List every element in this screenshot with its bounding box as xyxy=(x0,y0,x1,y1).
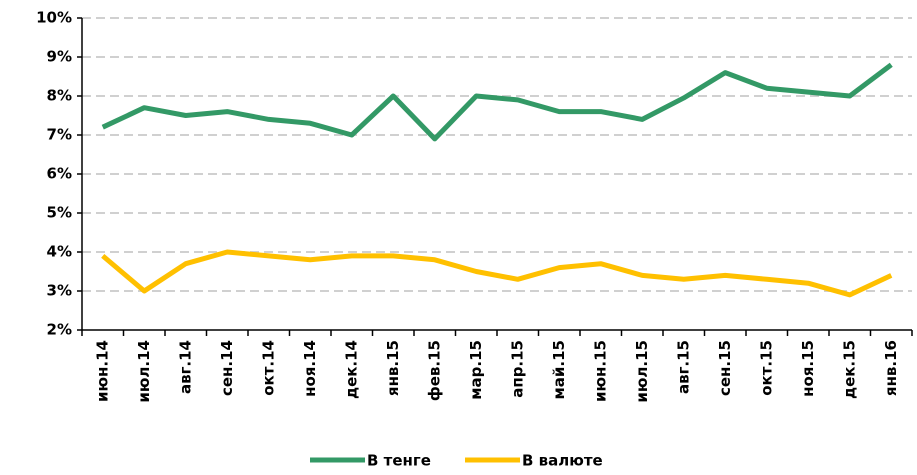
y-tick-label: 8% xyxy=(47,87,72,105)
x-tick-label: фев.15 xyxy=(425,340,443,401)
x-tick-label: сен.15 xyxy=(716,340,734,396)
y-tick-label: 5% xyxy=(47,204,72,222)
x-tick-label: июл.15 xyxy=(633,340,651,403)
x-tick-label: ноя.14 xyxy=(301,340,319,397)
x-tick-label: сен.14 xyxy=(218,340,236,396)
x-tick-label: мар.15 xyxy=(467,340,485,400)
legend-label: В валюте xyxy=(522,452,603,470)
x-tick-label: июн.15 xyxy=(591,340,609,402)
x-tick-label: ноя.15 xyxy=(799,340,817,397)
y-tick-label: 9% xyxy=(47,48,72,66)
x-tick-label: авг.15 xyxy=(674,340,692,394)
x-tick-label: июл.14 xyxy=(135,340,153,403)
series-line xyxy=(101,62,893,142)
series-line xyxy=(101,249,893,298)
x-tick-label: дек.15 xyxy=(840,340,858,399)
x-tick-label: янв.16 xyxy=(882,340,900,396)
x-tick-label: окт.14 xyxy=(259,340,277,396)
x-tick-label: янв.15 xyxy=(384,340,402,396)
y-tick-label: 3% xyxy=(47,282,72,300)
y-tick-label: 4% xyxy=(47,243,72,261)
x-tick-label: май.15 xyxy=(550,340,568,399)
y-tick-label: 2% xyxy=(47,321,72,339)
x-tick-label: авг.14 xyxy=(176,340,194,394)
y-tick-label: 6% xyxy=(47,165,72,183)
legend-label: В тенге xyxy=(367,452,431,470)
y-tick-label: 7% xyxy=(47,126,72,144)
x-tick-label: июн.14 xyxy=(93,340,111,402)
x-tick-label: дек.14 xyxy=(342,340,360,399)
y-tick-label: 10% xyxy=(36,9,72,27)
x-tick-label: окт.15 xyxy=(757,340,775,396)
x-tick-label: апр.15 xyxy=(508,340,526,398)
